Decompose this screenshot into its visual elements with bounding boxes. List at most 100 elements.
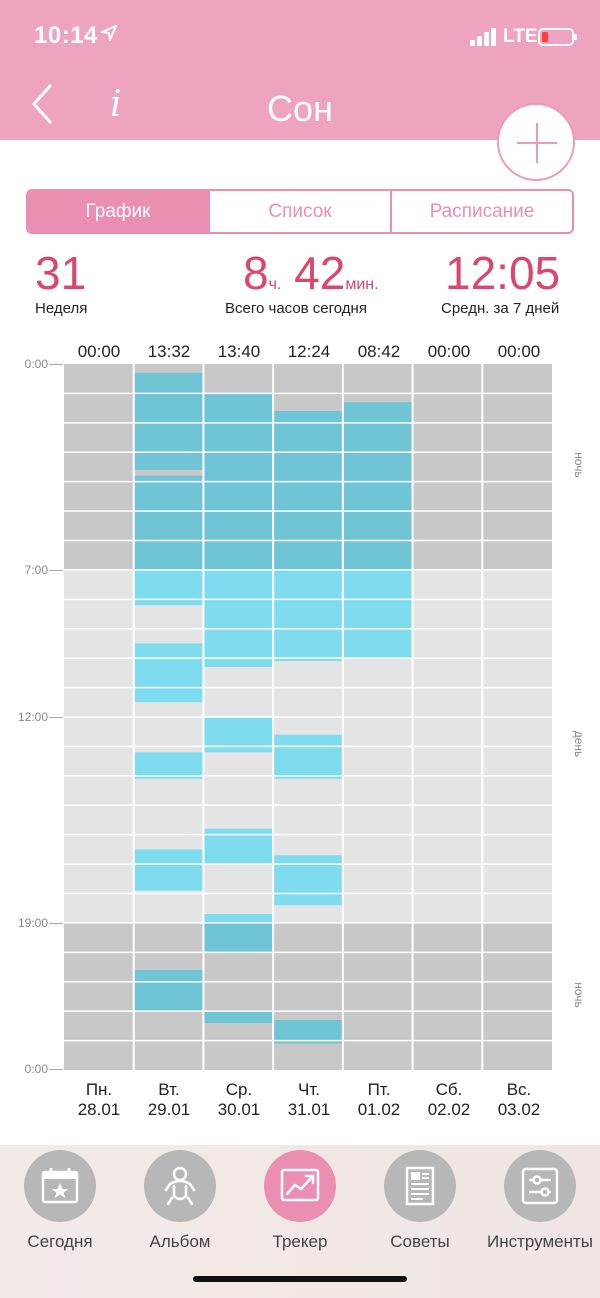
y-tick-line: [49, 923, 63, 924]
day-name: Вт.: [158, 1080, 180, 1099]
tab-label: Советы: [390, 1232, 450, 1251]
day-total: 12:24: [287, 342, 331, 361]
total-sleep-value: 8ч. 42мин.: [243, 250, 379, 308]
sleep-bar: [134, 752, 203, 779]
y-tick-label: 0:00: [24, 357, 48, 371]
average-label: Средн. за 7 дней: [441, 300, 560, 317]
location-arrow-icon: [100, 24, 118, 47]
tab-tracker[interactable]: Трекер: [240, 1150, 360, 1252]
day-date: 03.02: [497, 1100, 541, 1119]
tab-label: Трекер: [272, 1232, 328, 1251]
day-date: 29.01: [147, 1100, 191, 1119]
sleep-bar: [134, 849, 203, 891]
sleep-bar: [274, 1019, 342, 1044]
y-tick-label: 0:00: [24, 1062, 48, 1076]
sleep-bar: [343, 402, 412, 570]
add-button[interactable]: [497, 103, 575, 181]
week-label: Неделя: [35, 300, 88, 317]
sleep-bar: [204, 569, 273, 667]
minutes-unit: мин.: [345, 276, 379, 293]
page-title: Сон: [267, 88, 333, 129]
day-date: 30.01: [217, 1100, 261, 1119]
period-label-night: ночь: [572, 982, 586, 1008]
sleep-bar: [204, 914, 273, 923]
info-icon[interactable]: i: [110, 84, 122, 125]
sleep-bar: [204, 1011, 273, 1023]
hours-unit: ч.: [268, 276, 282, 293]
tab-today[interactable]: Сегодня: [0, 1150, 120, 1252]
y-tick-line: [49, 364, 63, 365]
day-name: Пн.: [85, 1080, 113, 1099]
day-total: 13:40: [217, 342, 261, 361]
day-date: 01.02: [357, 1100, 401, 1119]
status-bar: 10:14 LTE: [0, 0, 600, 70]
day-label: Вт. 29.01: [134, 1080, 204, 1120]
segment-list[interactable]: Список: [208, 191, 390, 232]
tab-album[interactable]: Альбом: [120, 1150, 240, 1252]
day-total: 13:32: [147, 342, 191, 361]
baby-icon: [144, 1150, 216, 1222]
week-number: 31: [35, 247, 87, 299]
view-segmented-control: График Список Расписание: [26, 189, 574, 234]
total-hours: 8: [243, 247, 269, 299]
document-icon: [384, 1150, 456, 1222]
tab-tips[interactable]: Советы: [360, 1150, 480, 1252]
chart-trend-icon: [264, 1150, 336, 1222]
day-total: 00:00: [77, 342, 121, 361]
period-label-day: день: [572, 730, 586, 758]
day-label: Чт. 31.01: [274, 1080, 344, 1120]
day-label: Вс. 03.02: [484, 1080, 554, 1120]
day-name: Сб.: [435, 1080, 463, 1099]
y-tick-label: 7:00: [24, 563, 48, 577]
sleep-bar: [274, 855, 342, 906]
back-icon[interactable]: [28, 82, 58, 126]
day-label: Сб. 02.02: [414, 1080, 484, 1120]
day-total: 00:00: [427, 342, 471, 361]
day-name: Чт.: [298, 1080, 320, 1099]
sleep-bar: [134, 475, 203, 570]
total-sleep-label: Всего часов сегодня: [225, 300, 367, 317]
sleep-bar: [134, 969, 203, 1012]
y-tick-label: 12:00: [17, 710, 48, 724]
tab-tools[interactable]: Инструменты: [480, 1150, 600, 1252]
day-date: 31.01: [287, 1100, 331, 1119]
total-minutes: 42: [294, 247, 346, 299]
day-label: Пт. 01.02: [344, 1080, 414, 1120]
battery-icon: [538, 28, 577, 46]
segment-graph[interactable]: График: [28, 191, 208, 232]
day-label: Ср. 30.01: [204, 1080, 274, 1120]
network-type: LTE: [503, 26, 538, 47]
sleep-bar: [274, 411, 342, 570]
day-name: Вс.: [506, 1080, 532, 1099]
signal-icon: [470, 28, 498, 46]
day-date: 02.02: [427, 1100, 471, 1119]
sliders-icon: [504, 1150, 576, 1222]
tab-label: Альбом: [149, 1232, 211, 1251]
sleep-bar: [274, 569, 342, 662]
status-time: 10:14: [34, 22, 98, 49]
tab-label: Инструменты: [486, 1232, 593, 1251]
header-bar: [0, 0, 600, 140]
sleep-bar: [204, 922, 273, 953]
day-name: Ср.: [225, 1080, 253, 1099]
y-tick-line: [49, 570, 63, 571]
sleep-bar: [274, 734, 342, 779]
day-total: 08:42: [357, 342, 401, 361]
sleep-bar: [134, 372, 203, 470]
y-tick-label: 19:00: [17, 916, 48, 930]
period-label-night: ночь: [572, 452, 586, 478]
segment-schedule[interactable]: Расписание: [390, 191, 572, 232]
day-total: 00:00: [497, 342, 541, 361]
day-name: Пт.: [367, 1080, 391, 1099]
sleep-timeline-chart: [64, 364, 552, 1070]
sleep-bar: [343, 569, 412, 659]
calendar-star-icon: [24, 1150, 96, 1222]
tab-label: Сегодня: [27, 1232, 93, 1251]
y-tick-line: [49, 1069, 63, 1070]
home-indicator: [193, 1276, 407, 1282]
day-label: Пн. 28.01: [64, 1080, 134, 1120]
sleep-bar: [134, 643, 203, 703]
day-date: 28.01: [77, 1100, 121, 1119]
average-value: 12:05: [445, 247, 561, 299]
y-tick-line: [49, 717, 63, 718]
